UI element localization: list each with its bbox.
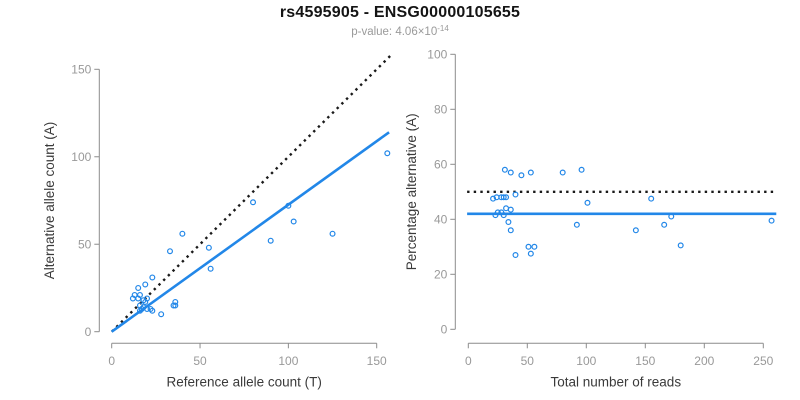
data-point <box>501 166 508 173</box>
data-point <box>285 202 292 209</box>
identity-line <box>110 54 392 333</box>
fit-line <box>110 131 390 333</box>
y-tick-label: 50 <box>78 237 92 251</box>
data-point <box>207 265 214 272</box>
y-tick-label: 80 <box>434 103 448 117</box>
subtitle-exponent: -14 <box>437 24 449 33</box>
data-point <box>384 150 391 157</box>
data-point <box>329 230 336 237</box>
data-point <box>512 191 519 198</box>
y-axis-title: Alternative allele count (A) <box>42 122 57 280</box>
x-tick-label: 100 <box>576 354 596 368</box>
y-tick-label: 100 <box>427 48 447 62</box>
x-tick-label: 50 <box>521 354 535 368</box>
data-point <box>584 199 591 206</box>
y-tick-label: 60 <box>434 158 448 172</box>
data-point <box>525 243 532 250</box>
y-tick-label: 0 <box>441 323 448 337</box>
data-point <box>768 217 775 224</box>
data-point <box>267 237 274 244</box>
x-tick-label: 150 <box>635 354 655 368</box>
data-point <box>158 311 165 318</box>
data-point <box>149 307 156 314</box>
data-point <box>144 305 151 312</box>
y-tick-label: 150 <box>71 63 91 77</box>
data-point <box>172 298 179 305</box>
data-point <box>179 230 186 237</box>
data-point <box>507 227 514 234</box>
data-point <box>149 274 156 281</box>
y-tick-label: 40 <box>434 213 448 227</box>
data-point <box>648 195 655 202</box>
data-point <box>500 194 507 201</box>
data-point <box>494 209 501 216</box>
data-point <box>505 219 512 226</box>
data-point <box>527 169 534 176</box>
subtitle-text: p-value: 4.06×10 <box>351 26 438 38</box>
x-tick-label: 100 <box>278 354 298 368</box>
data-point <box>512 252 519 259</box>
data-point <box>573 221 580 228</box>
left-scatter-plot: 0 50 100 150 0 50 100 150 Reference allele count… <box>42 54 392 390</box>
data-point <box>167 248 174 255</box>
x-tick-label: 150 <box>367 354 387 368</box>
figure-title: rs4595905 - ENSG00000105655 <box>279 4 521 21</box>
data-point <box>518 172 525 179</box>
data-point <box>144 295 151 302</box>
x-axis-title: Reference allele count (T) <box>167 375 322 390</box>
data-point <box>527 250 534 257</box>
data-point <box>172 302 179 309</box>
figure-subtitle: p-value: 4.06×10-14 <box>0 24 800 38</box>
data-point <box>290 218 297 225</box>
data-point <box>503 205 510 212</box>
data-point <box>531 243 538 250</box>
data-point <box>559 169 566 176</box>
x-tick-label: 200 <box>694 354 714 368</box>
data-point <box>135 284 142 291</box>
y-tick-label: 20 <box>434 268 448 282</box>
data-point <box>507 206 514 213</box>
data-point <box>668 213 675 220</box>
data-point <box>250 199 257 206</box>
y-axis-title: Percentage alternative (A) <box>404 113 419 270</box>
y-tick-label: 100 <box>71 150 91 164</box>
data-point <box>490 195 497 202</box>
x-axis-title: Total number of reads <box>551 375 682 390</box>
data-point <box>500 212 507 219</box>
x-tick-label: 0 <box>465 354 472 368</box>
x-tick-label: 50 <box>193 354 207 368</box>
data-point <box>503 194 510 201</box>
data-point <box>632 227 639 234</box>
data-point <box>135 295 142 302</box>
data-point <box>507 169 514 176</box>
data-point <box>677 242 684 249</box>
right-scatter-plot: 0 50 100 150 200 250 0 20 40 60 80 100 Total number … <box>404 48 777 390</box>
data-point <box>661 221 668 228</box>
data-point <box>136 307 143 314</box>
data-point <box>205 244 212 251</box>
y-tick-label: 0 <box>85 325 92 339</box>
data-point <box>578 166 585 173</box>
x-tick-label: 0 <box>108 354 115 368</box>
data-point <box>142 281 149 288</box>
x-tick-label: 250 <box>753 354 773 368</box>
